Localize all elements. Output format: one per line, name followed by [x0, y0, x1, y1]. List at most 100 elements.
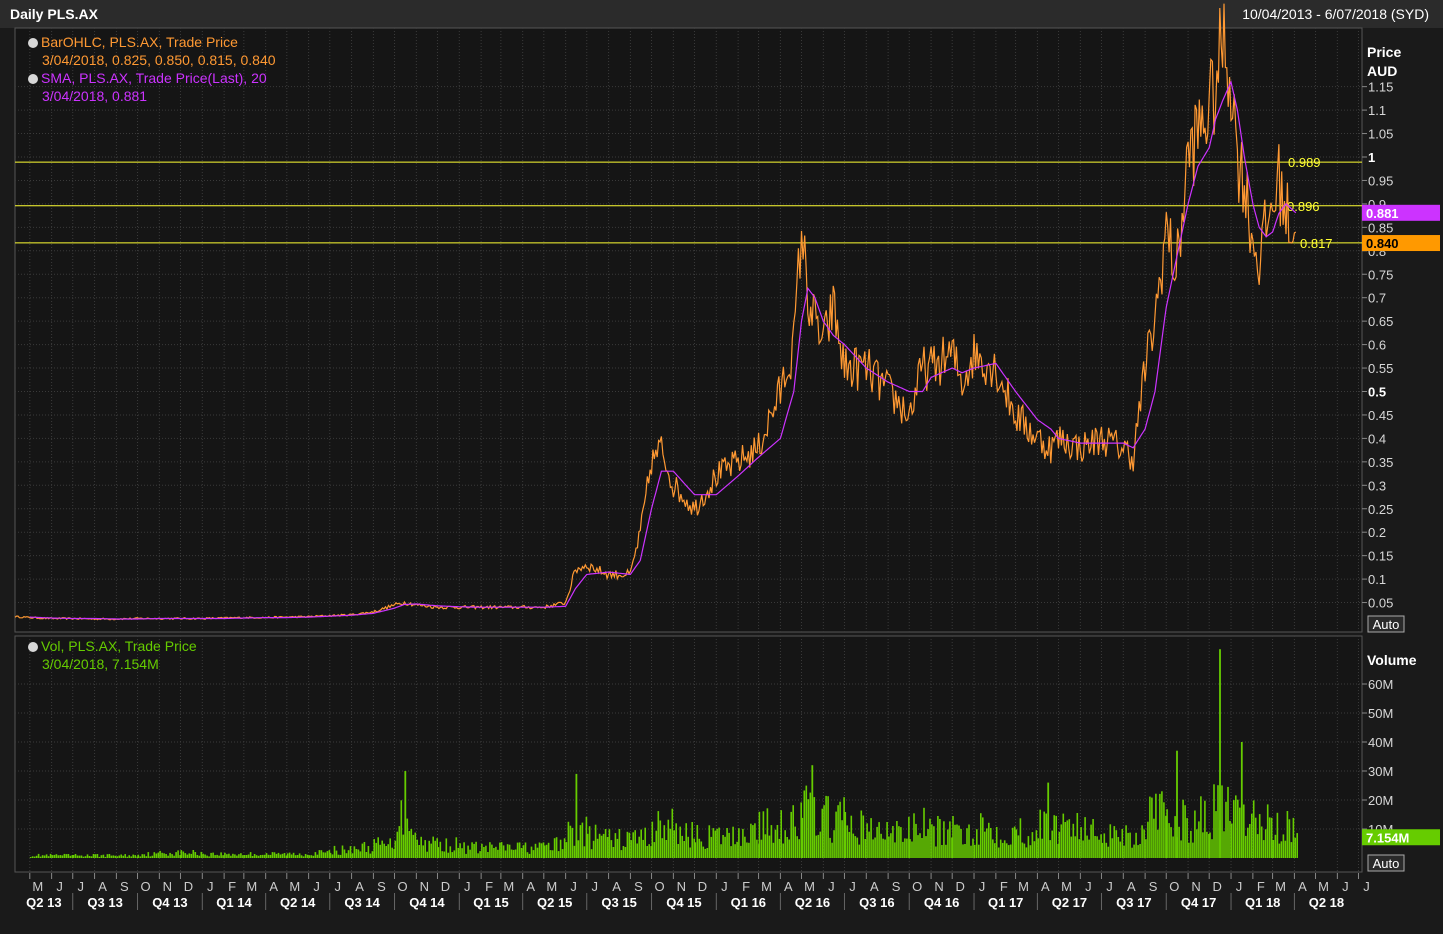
volume-bar: [831, 842, 833, 858]
volume-bar: [120, 854, 122, 858]
volume-bar: [1186, 818, 1188, 858]
volume-bar: [469, 849, 471, 858]
volume-bar: [1192, 842, 1194, 858]
volume-bar: [479, 851, 481, 858]
volume-bar: [1037, 838, 1039, 858]
volume-bar: [145, 856, 148, 858]
volume-bar: [542, 842, 545, 858]
volume-bar: [71, 855, 74, 858]
volume-bar: [279, 854, 282, 858]
volume-bar: [557, 851, 560, 858]
volume-bar: [792, 805, 794, 858]
volume-bar: [116, 856, 118, 858]
ohlc-legend-row[interactable]: BarOHLC, PLS.AX, Trade Price: [28, 33, 276, 51]
price-legend: BarOHLC, PLS.AX, Trade Price 3/04/2018, …: [28, 33, 276, 105]
volume-bar: [913, 813, 915, 858]
volume-bar: [112, 855, 115, 858]
y-tick-label: 1.05: [1368, 127, 1393, 142]
volume-bar: [1208, 834, 1210, 858]
volume-bar: [337, 854, 340, 858]
volume-bar: [489, 842, 491, 858]
volume-bar: [756, 839, 758, 858]
volume-bar: [1115, 830, 1118, 858]
volume-bar: [803, 790, 806, 858]
legend-menu-icon[interactable]: [28, 38, 38, 48]
volume-bar: [234, 854, 236, 858]
volume-bar: [98, 856, 101, 858]
volume-bar: [1290, 842, 1293, 858]
volume-last-tag-label: 7.154M: [1366, 830, 1409, 845]
volume-bar: [1247, 827, 1249, 858]
auto-scale-button[interactable]: Auto: [1367, 615, 1405, 633]
volume-bar: [553, 838, 556, 858]
auto-scale-button[interactable]: Auto: [1367, 854, 1405, 872]
volume-bar: [1090, 824, 1092, 858]
volume-bar: [418, 845, 420, 858]
volume-bar: [393, 849, 395, 858]
volume-bar: [179, 855, 181, 858]
volume-bar: [884, 839, 886, 858]
volume-bar: [1172, 836, 1174, 858]
volume-bar: [657, 811, 660, 858]
volume-bar: [1001, 842, 1004, 858]
volume-bar: [147, 852, 150, 858]
volume-bar: [285, 855, 288, 858]
volume-bar: [322, 852, 325, 858]
volume-bar: [618, 829, 621, 858]
volume-bar: [868, 831, 870, 858]
x-tick-label: M: [1061, 879, 1072, 894]
volume-bar: [283, 853, 286, 858]
volume-bar: [491, 844, 493, 858]
volume-bar: [326, 851, 329, 858]
volume-bar: [1204, 800, 1206, 858]
x-tick-label: D: [956, 879, 965, 894]
volume-bar: [982, 817, 984, 858]
vol-legend-row[interactable]: Vol, PLS.AX, Trade Price: [28, 637, 197, 655]
volume-bar: [1141, 825, 1143, 858]
volume-bar: [31, 856, 34, 858]
volume-bar: [200, 851, 203, 858]
volume-bar: [202, 853, 204, 858]
x-quarter-label: Q1 15: [473, 895, 508, 910]
volume-bar: [294, 855, 297, 858]
volume-bar: [796, 836, 798, 858]
volume-bar: [644, 827, 646, 858]
volume-bar: [1258, 814, 1261, 858]
volume-bar: [180, 850, 183, 858]
volume-bar: [878, 822, 880, 858]
volume-bar: [394, 840, 397, 858]
volume-bar: [402, 834, 405, 858]
x-tick-label: M: [804, 879, 815, 894]
x-quarter-label: Q4 16: [924, 895, 959, 910]
volume-bar: [876, 826, 878, 858]
legend-menu-icon[interactable]: [28, 642, 38, 652]
volume-bar: [216, 854, 218, 858]
volume-bar: [776, 825, 779, 858]
volume-bar: [436, 838, 438, 858]
volume-bar: [1133, 844, 1135, 858]
volume-bar: [151, 855, 154, 858]
sma-legend-row[interactable]: SMA, PLS.AX, Trade Price(Last), 20: [28, 69, 276, 87]
volume-bar: [1194, 810, 1196, 858]
volume-bar: [817, 834, 820, 858]
volume-bar: [532, 850, 535, 858]
volume-bar: [245, 855, 248, 858]
volume-bar: [968, 824, 970, 858]
volume-bar: [710, 836, 713, 858]
volume-bar: [698, 838, 701, 858]
legend-menu-icon[interactable]: [28, 74, 38, 84]
volume-bar: [290, 854, 293, 858]
y-tick-label: 0.7: [1368, 291, 1386, 306]
volume-bar: [1211, 839, 1213, 858]
volume-bar: [1165, 815, 1167, 858]
volume-bar: [762, 811, 765, 858]
volume-bar: [1231, 823, 1233, 858]
volume-bar: [449, 846, 452, 858]
volume-bar: [1086, 835, 1088, 858]
volume-bar: [1254, 817, 1257, 858]
x-tick-label: D: [698, 879, 707, 894]
volume-bar: [487, 852, 489, 858]
volume-bar: [1260, 826, 1263, 858]
volume-bar: [157, 852, 160, 858]
volume-bar: [94, 854, 97, 858]
